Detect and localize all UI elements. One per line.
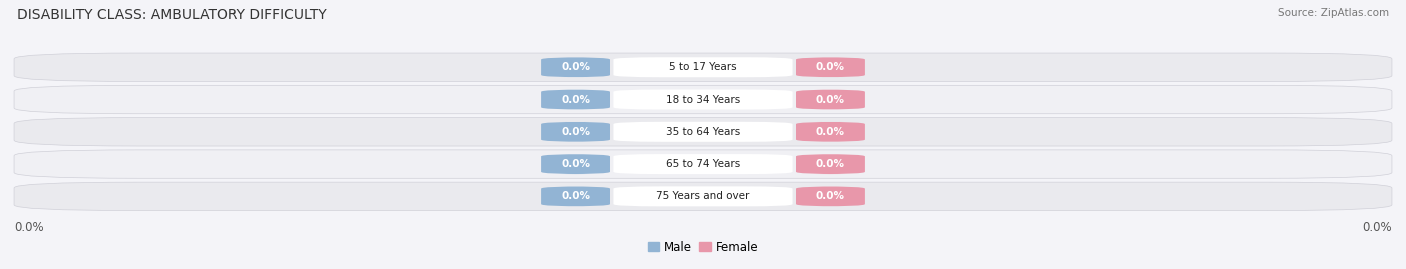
FancyBboxPatch shape	[796, 122, 865, 142]
Text: 0.0%: 0.0%	[561, 62, 591, 72]
Text: 65 to 74 Years: 65 to 74 Years	[666, 159, 740, 169]
FancyBboxPatch shape	[613, 90, 793, 109]
FancyBboxPatch shape	[14, 85, 1392, 114]
Text: 75 Years and over: 75 Years and over	[657, 191, 749, 201]
Text: 0.0%: 0.0%	[561, 94, 591, 105]
Text: Source: ZipAtlas.com: Source: ZipAtlas.com	[1278, 8, 1389, 18]
Text: 0.0%: 0.0%	[561, 191, 591, 201]
FancyBboxPatch shape	[541, 90, 610, 109]
FancyBboxPatch shape	[613, 122, 793, 142]
Text: 35 to 64 Years: 35 to 64 Years	[666, 127, 740, 137]
FancyBboxPatch shape	[14, 150, 1392, 178]
FancyBboxPatch shape	[541, 186, 610, 206]
Text: 0.0%: 0.0%	[815, 159, 845, 169]
FancyBboxPatch shape	[14, 53, 1392, 82]
FancyBboxPatch shape	[541, 57, 610, 77]
FancyBboxPatch shape	[796, 90, 865, 109]
FancyBboxPatch shape	[541, 122, 610, 142]
FancyBboxPatch shape	[541, 154, 610, 174]
FancyBboxPatch shape	[613, 154, 793, 174]
FancyBboxPatch shape	[14, 118, 1392, 146]
FancyBboxPatch shape	[796, 186, 865, 206]
FancyBboxPatch shape	[796, 154, 865, 174]
Text: 5 to 17 Years: 5 to 17 Years	[669, 62, 737, 72]
Text: DISABILITY CLASS: AMBULATORY DIFFICULTY: DISABILITY CLASS: AMBULATORY DIFFICULTY	[17, 8, 326, 22]
Text: 0.0%: 0.0%	[815, 62, 845, 72]
FancyBboxPatch shape	[796, 57, 865, 77]
Text: 0.0%: 0.0%	[561, 127, 591, 137]
Text: 0.0%: 0.0%	[14, 221, 44, 233]
Text: 18 to 34 Years: 18 to 34 Years	[666, 94, 740, 105]
Text: 0.0%: 0.0%	[815, 191, 845, 201]
FancyBboxPatch shape	[613, 186, 793, 206]
Text: 0.0%: 0.0%	[815, 127, 845, 137]
Text: 0.0%: 0.0%	[815, 94, 845, 105]
Legend: Male, Female: Male, Female	[648, 241, 758, 254]
Text: 0.0%: 0.0%	[561, 159, 591, 169]
FancyBboxPatch shape	[613, 57, 793, 77]
Text: 0.0%: 0.0%	[1362, 221, 1392, 233]
FancyBboxPatch shape	[14, 182, 1392, 211]
